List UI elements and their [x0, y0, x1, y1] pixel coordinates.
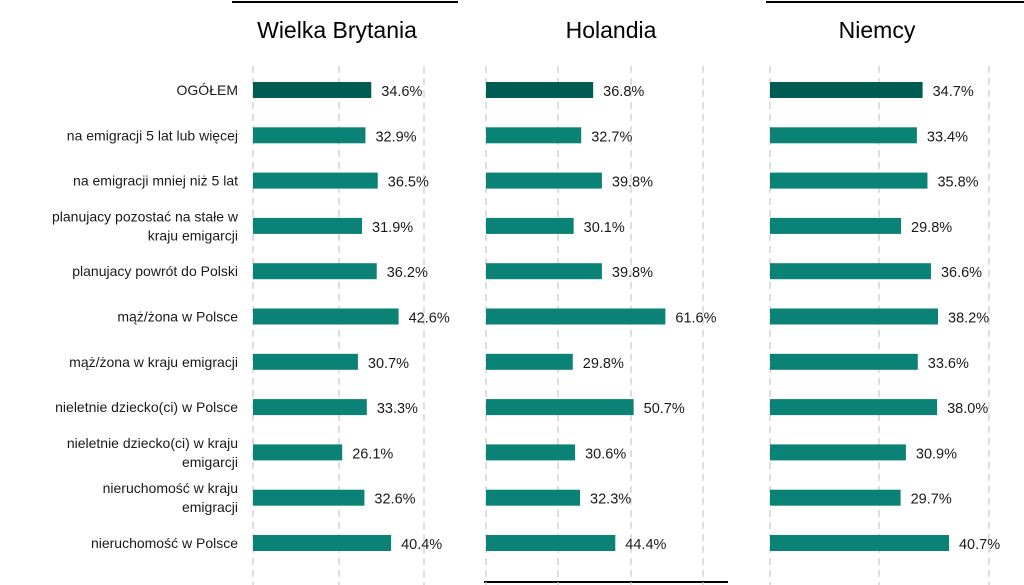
- bar: [253, 399, 367, 416]
- bar: [253, 444, 343, 461]
- bars: [253, 82, 949, 551]
- category-label: nieletnie dziecko(ci) w Polsce: [55, 399, 238, 415]
- bar: [486, 399, 634, 416]
- bar: [770, 444, 906, 461]
- data-label: 61.6%: [675, 311, 716, 327]
- data-label: 32.9%: [375, 129, 416, 145]
- bar: [253, 127, 366, 144]
- data-label: 33.4%: [927, 129, 968, 145]
- bar: [486, 444, 576, 461]
- category-labels: OGÓŁEM na emigracji 5 lat lub więcej na em…: [52, 82, 239, 551]
- bar: [770, 535, 949, 551]
- data-label: 32.3%: [590, 492, 631, 508]
- panel-separators: [232, 1, 1024, 583]
- bar: [770, 308, 939, 325]
- bar: [486, 127, 582, 144]
- panel-title: Wielka Brytania: [257, 17, 417, 43]
- category-label: mąż/żona w kraju emigracji: [69, 354, 238, 370]
- data-label: 26.1%: [352, 446, 393, 462]
- data-label: 35.8%: [937, 175, 978, 191]
- bar: [253, 172, 378, 189]
- data-label: 30.1%: [584, 220, 625, 236]
- panel-titles: Wielka Brytania Holandia Niemcy: [257, 17, 916, 43]
- category-label: kraju emigarcji: [148, 227, 238, 243]
- data-label: 34.7%: [933, 84, 974, 100]
- bar: [486, 535, 616, 551]
- data-label: 50.7%: [644, 401, 685, 417]
- bar: [253, 263, 377, 280]
- data-label: 29.8%: [911, 220, 952, 236]
- bar: [486, 353, 573, 370]
- category-label: na emigracji mniej niż 5 lat: [73, 173, 238, 189]
- data-label: 33.6%: [928, 356, 969, 372]
- bar: [770, 399, 938, 416]
- data-label: 36.5%: [388, 175, 429, 191]
- category-label: planujacy powrót do Polski: [72, 263, 238, 279]
- data-label: 34.6%: [381, 84, 422, 100]
- data-label: 29.7%: [911, 492, 952, 508]
- data-label: 39.8%: [612, 175, 653, 191]
- bar: [253, 535, 392, 551]
- data-label: 33.3%: [377, 401, 418, 417]
- bar: [770, 489, 901, 506]
- bar: [253, 82, 372, 98]
- data-label: 42.6%: [409, 311, 450, 327]
- data-label: 30.6%: [585, 446, 626, 462]
- bar: [486, 489, 581, 506]
- category-label: mąż/żona w Polsce: [117, 309, 238, 325]
- data-label: 38.2%: [948, 311, 989, 327]
- data-label: 30.9%: [916, 446, 957, 462]
- data-label: 32.7%: [591, 129, 632, 145]
- bar: [486, 82, 594, 98]
- data-label: 36.6%: [941, 265, 982, 281]
- value-labels: 34.6% 32.9% 36.5% 31.9% 36.2% 42.6% 30.7% 33.3%…: [352, 84, 1000, 553]
- bar: [253, 217, 363, 234]
- category-label: nieruchomość w Polsce: [91, 535, 238, 551]
- category-label: nieruchomość w kraju: [103, 480, 238, 496]
- category-label: planujacy pozostać na stałe w: [52, 208, 239, 224]
- bar: [770, 82, 923, 98]
- category-label: OGÓŁEM: [177, 82, 238, 98]
- bar: [253, 308, 399, 325]
- bar: [253, 353, 358, 370]
- data-label: 38.0%: [947, 401, 988, 417]
- data-label: 39.8%: [612, 265, 653, 281]
- category-label: emigracji: [182, 499, 238, 515]
- panel-title: Niemcy: [839, 17, 916, 43]
- bar: [770, 127, 917, 144]
- category-label: na emigracji 5 lat lub więcej: [67, 127, 238, 143]
- data-label: 36.2%: [387, 265, 428, 281]
- category-label: emigarcji: [182, 454, 238, 470]
- data-label: 40.7%: [959, 537, 1000, 553]
- bar: [486, 172, 602, 189]
- data-label: 32.6%: [374, 492, 415, 508]
- data-label: 30.7%: [368, 356, 409, 372]
- bar: [770, 172, 928, 189]
- bar: [770, 263, 931, 280]
- bar: [486, 308, 666, 325]
- data-label: 44.4%: [625, 537, 666, 553]
- bar: [486, 263, 602, 280]
- bar: [770, 353, 918, 370]
- data-label: 36.8%: [603, 84, 644, 100]
- bar: [770, 217, 902, 234]
- data-label: 31.9%: [372, 220, 413, 236]
- bar: [486, 217, 574, 234]
- data-label: 40.4%: [401, 537, 442, 553]
- data-label: 29.8%: [583, 356, 624, 372]
- panel-title: Holandia: [566, 17, 657, 43]
- category-label: nieletnie dziecko(ci) w kraju: [67, 435, 238, 451]
- bar: [253, 489, 365, 506]
